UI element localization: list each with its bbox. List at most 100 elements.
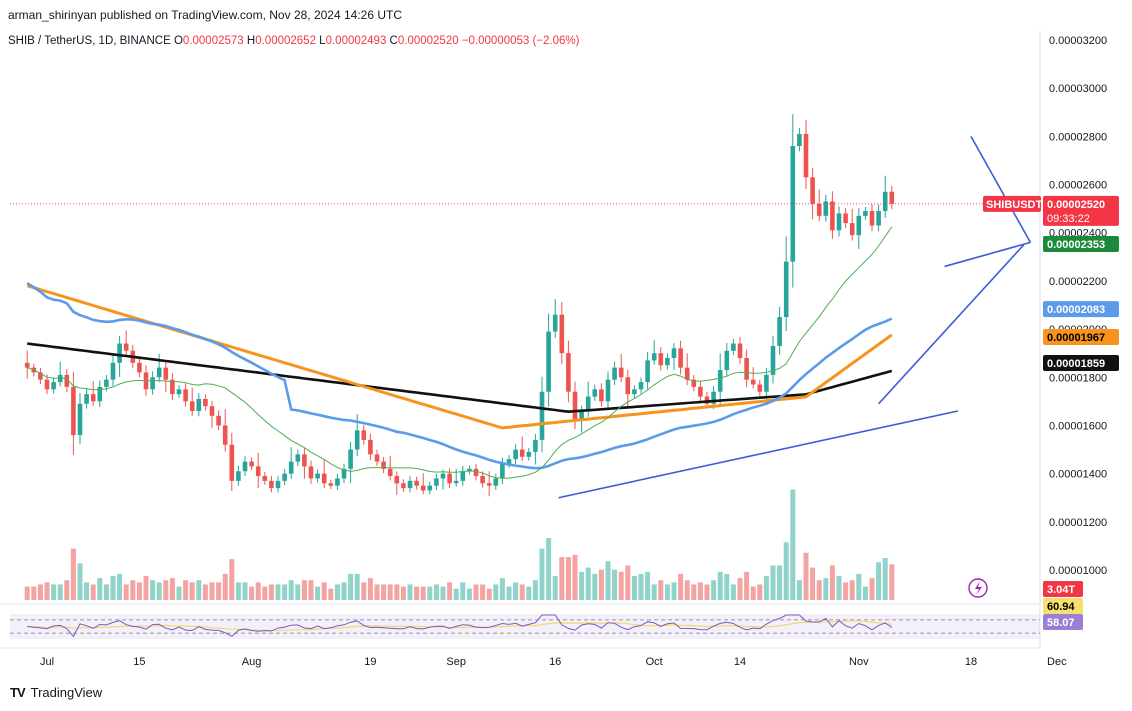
candle-body <box>717 370 723 392</box>
volume-bar <box>222 573 228 600</box>
candle-body <box>546 331 551 392</box>
candle-body <box>203 398 208 407</box>
close-value: 0.00002520 <box>397 35 459 47</box>
candle-body <box>836 213 842 231</box>
volume-bar <box>486 588 492 600</box>
candle-body <box>275 480 281 489</box>
volume-bar <box>829 565 835 600</box>
candle-body <box>414 480 419 486</box>
candle-body <box>209 406 215 416</box>
candle-body <box>216 415 221 426</box>
candle-body <box>104 379 109 387</box>
volume-bar <box>136 582 142 600</box>
candle-body <box>757 384 763 392</box>
ma-green-badge-bg <box>1043 236 1119 253</box>
candle-body <box>704 396 710 404</box>
volume-bar <box>631 576 637 600</box>
candle-body <box>876 211 881 226</box>
volume-bar <box>328 588 334 600</box>
candle-body <box>691 379 697 387</box>
candle-body <box>387 468 393 477</box>
volume-bar <box>645 571 651 600</box>
volume-bar <box>763 576 769 600</box>
volume-bar <box>711 580 717 600</box>
candle-body <box>625 377 631 395</box>
volume-bar <box>189 582 195 600</box>
volume-bar <box>334 584 340 600</box>
volume-bar <box>466 588 472 600</box>
candle-body <box>572 391 578 421</box>
last-price-badge-bg <box>1043 195 1119 226</box>
lightning-icon-bolt <box>975 581 982 595</box>
candle-body <box>526 451 532 457</box>
volume-bar <box>163 580 169 600</box>
volume-bar <box>37 584 43 600</box>
volume-bar <box>750 586 756 600</box>
volume-bar <box>301 580 307 600</box>
volume-bar <box>598 569 604 600</box>
last-price-badge: 0.00002520 <box>1047 199 1105 211</box>
volume-bar <box>519 584 525 600</box>
volume-bar <box>70 548 76 600</box>
candle-body <box>71 386 76 436</box>
candle-body <box>381 461 386 469</box>
volume-bar <box>730 584 736 600</box>
candle-body <box>467 468 472 472</box>
candle-body <box>790 146 796 262</box>
candle-body <box>638 382 644 390</box>
candle-body <box>744 358 749 380</box>
candle-body <box>321 473 327 484</box>
candle-body <box>328 483 334 486</box>
volume-bar <box>658 580 664 600</box>
volume-bar <box>414 586 420 600</box>
candle-body <box>882 191 888 212</box>
volume-bar <box>374 584 380 600</box>
volume-bar <box>64 580 70 600</box>
volume-bar <box>651 584 657 600</box>
candle-body <box>38 372 43 380</box>
candle-body <box>84 394 89 404</box>
candle-body <box>579 411 584 421</box>
candle-body <box>486 483 492 486</box>
volume-bar <box>532 580 538 600</box>
candle-body <box>295 454 301 462</box>
candle-body <box>460 471 466 481</box>
candle-body <box>308 466 314 479</box>
volume-bar <box>618 571 624 600</box>
rsi-badge: 58.07 <box>1047 617 1075 629</box>
symbol-label[interactable]: SHIB / TetherUS, 1D, BINANCE <box>8 35 171 47</box>
volume-badge-bg <box>1043 581 1083 597</box>
volume-bar <box>552 576 558 600</box>
volume-bar <box>447 582 453 600</box>
volume-bar <box>440 586 446 600</box>
volume-bar <box>341 582 347 600</box>
volume-bar <box>882 558 888 600</box>
y-tick-label: 0.00002000 <box>1049 324 1107 336</box>
y-tick-label: 0.00001200 <box>1049 517 1107 529</box>
x-tick-label: 14 <box>734 656 746 668</box>
candle-body <box>189 401 195 411</box>
volume-bar <box>565 557 571 600</box>
lightning-icon <box>968 578 988 598</box>
candle-body <box>632 389 637 395</box>
candle-body <box>566 353 571 392</box>
ma-green-badge: 0.00002353 <box>1047 239 1105 251</box>
x-tick-label: Sep <box>446 656 466 668</box>
candle-body <box>671 348 677 358</box>
x-tick-label: 19 <box>364 656 376 668</box>
volume-bar <box>704 584 710 600</box>
volume-bar <box>44 582 50 600</box>
volume-bar <box>539 548 545 600</box>
volume-bar <box>420 586 426 600</box>
volume-bar <box>117 573 123 600</box>
volume-bar <box>856 573 862 600</box>
volume-bar <box>216 582 222 600</box>
volume-bar <box>717 571 723 600</box>
volume-bar <box>546 538 552 600</box>
candle-body <box>539 391 545 440</box>
candle-body <box>843 213 848 224</box>
candle-body <box>130 350 136 363</box>
candle-body <box>236 471 241 481</box>
volume-bar <box>348 573 354 600</box>
ma-blue-line <box>26 282 893 470</box>
